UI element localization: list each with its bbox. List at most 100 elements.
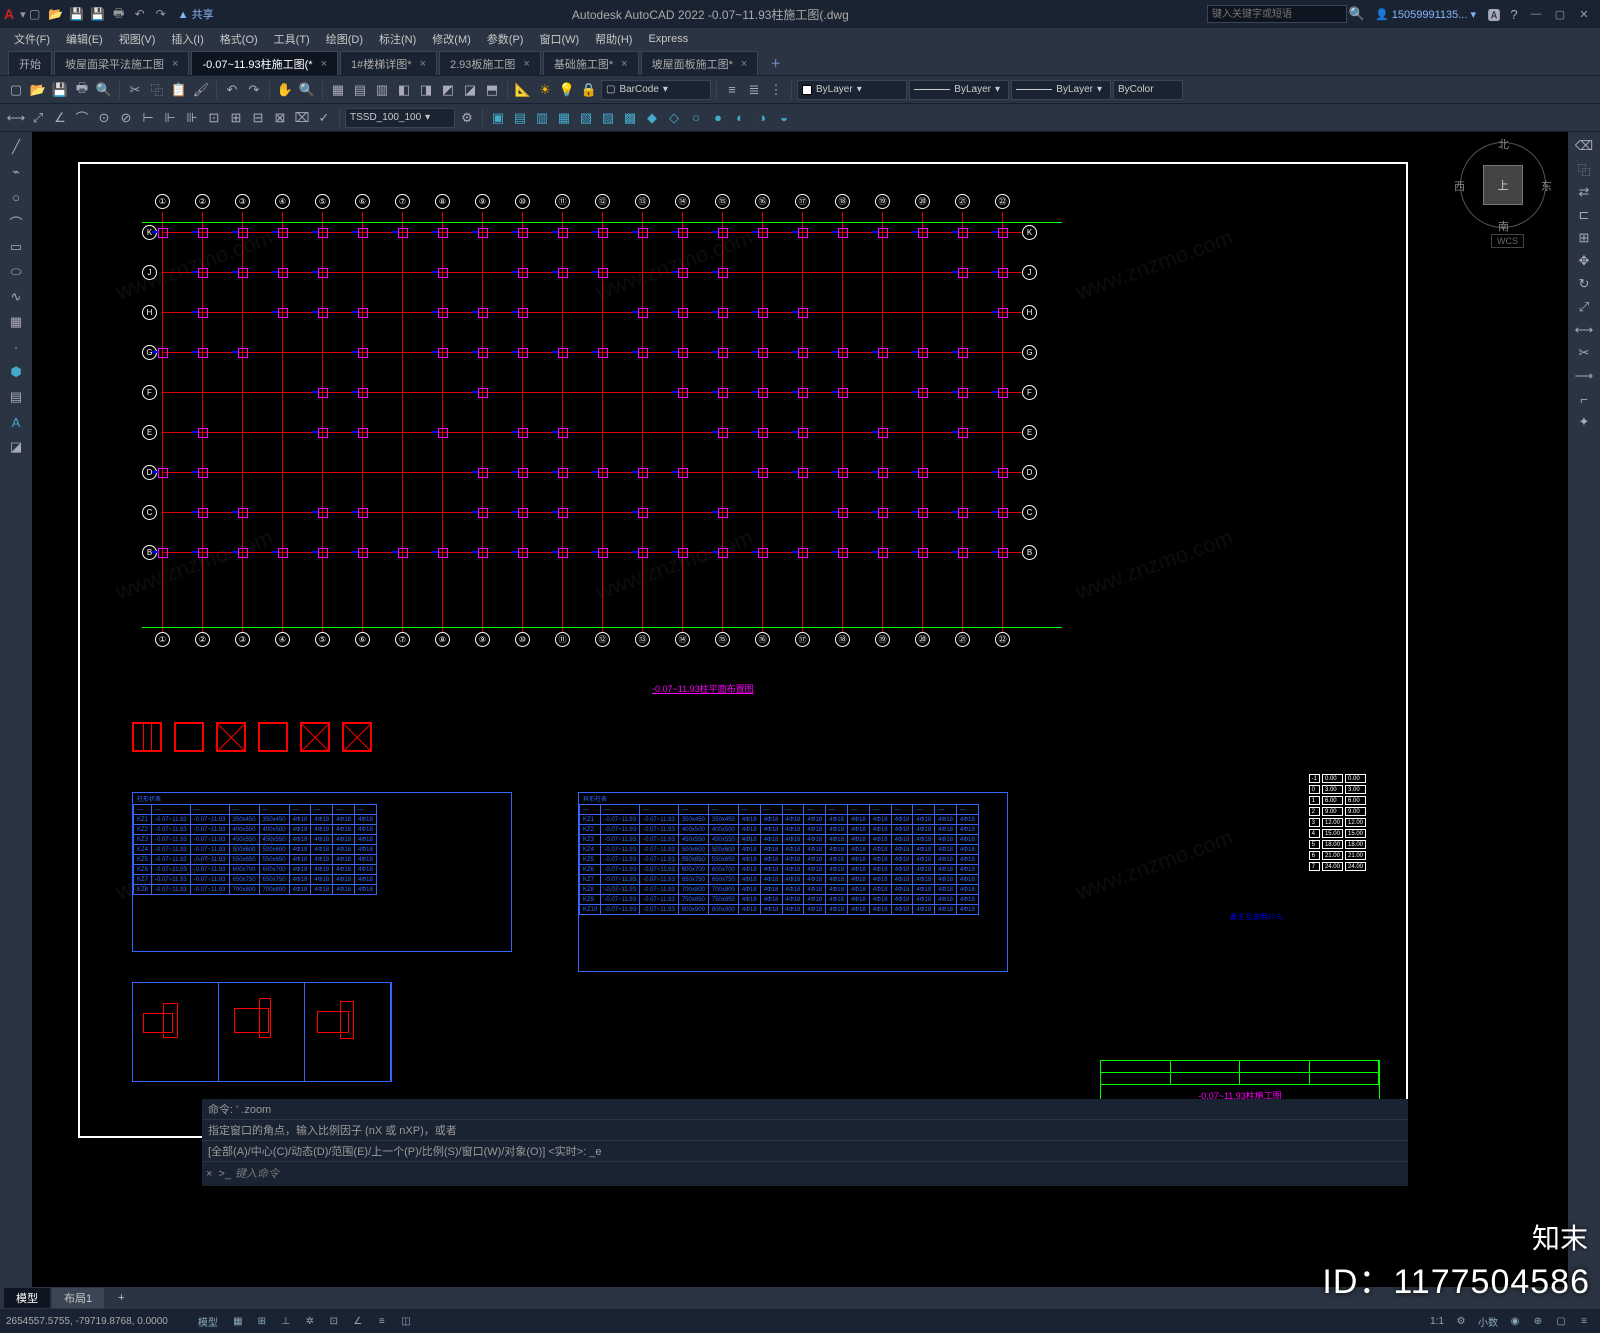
spline-icon[interactable]: ∿ xyxy=(4,286,28,308)
save-icon[interactable]: 💾 xyxy=(50,80,70,100)
units-label[interactable]: 小数 xyxy=(1474,1312,1502,1330)
tool-icon[interactable]: ◧ xyxy=(394,80,414,100)
tool-icon[interactable]: ◆ xyxy=(642,108,662,128)
close-icon[interactable]: × xyxy=(523,58,529,70)
tool-icon[interactable]: ▨ xyxy=(598,108,618,128)
menu-express[interactable]: Express xyxy=(642,31,694,47)
doctab-add[interactable]: ＋ xyxy=(760,51,791,75)
tool-icon[interactable]: ▥ xyxy=(532,108,552,128)
stretch-icon[interactable]: ⟷ xyxy=(1574,320,1594,340)
explode-icon[interactable]: ✦ xyxy=(1574,412,1594,432)
text-icon[interactable]: A xyxy=(4,411,28,433)
help-search-input[interactable] xyxy=(1207,5,1347,23)
doctab-3[interactable]: 1#楼梯详图*× xyxy=(340,51,437,75)
copy-icon[interactable]: ⿻ xyxy=(1574,159,1594,179)
tool-icon[interactable]: ▣ xyxy=(488,108,508,128)
erase-icon[interactable]: ⌫ xyxy=(1574,136,1594,156)
menu-insert[interactable]: 插入(I) xyxy=(165,29,209,49)
offset-icon[interactable]: ⊏ xyxy=(1574,205,1594,225)
doctab-6[interactable]: 坡屋面板施工图*× xyxy=(641,51,759,75)
dim-continue-icon[interactable]: ⊪ xyxy=(182,108,202,128)
match-icon[interactable]: 🖌 xyxy=(191,80,211,100)
view-cube[interactable]: 上 北 南 东 西 xyxy=(1458,140,1548,230)
saveas-icon[interactable]: 💾 xyxy=(89,5,107,23)
save-icon[interactable]: 💾 xyxy=(68,5,86,23)
linetype-dropdown[interactable]: ByLayer ▾ xyxy=(909,80,1009,100)
dim-tool-icon[interactable]: ⊞ xyxy=(226,108,246,128)
annotation-icon[interactable]: ◉ xyxy=(1505,1312,1525,1330)
model-tab[interactable]: 模型 xyxy=(4,1288,50,1308)
customize-icon[interactable]: ≡ xyxy=(1574,1312,1594,1330)
line-icon[interactable]: ╱ xyxy=(4,136,28,158)
mirror-icon[interactable]: ⇄ xyxy=(1574,182,1594,202)
paste-icon[interactable]: 📋 xyxy=(169,80,189,100)
clean-icon[interactable]: ▢ xyxy=(1551,1312,1571,1330)
gear-icon[interactable]: ⚙ xyxy=(1451,1312,1471,1330)
layer-dropdown[interactable]: ByLayer ▾ xyxy=(797,80,907,100)
tool-icon[interactable]: ○ xyxy=(686,108,706,128)
dim-tool-icon[interactable]: ⌧ xyxy=(292,108,312,128)
doctab-2[interactable]: -0.07~11.93柱施工图(*× xyxy=(191,51,338,75)
tool-icon[interactable]: ◩ xyxy=(438,80,458,100)
layout-tab[interactable]: 布局1 xyxy=(52,1288,104,1308)
dim-tool-icon[interactable]: ⊡ xyxy=(204,108,224,128)
close-icon[interactable]: × xyxy=(420,58,426,70)
extend-icon[interactable]: ⟶ xyxy=(1574,366,1594,386)
autodesk-app-icon[interactable]: 🅰 xyxy=(1484,4,1504,24)
copy-icon[interactable]: ⿻ xyxy=(147,80,167,100)
tool-icon[interactable]: ▦ xyxy=(328,80,348,100)
new-icon[interactable]: ▢ xyxy=(6,80,26,100)
scale-icon[interactable]: ⤢ xyxy=(1574,297,1594,317)
cut-icon[interactable]: ✂ xyxy=(125,80,145,100)
dim-arc-icon[interactable]: ⌒ xyxy=(72,108,92,128)
tool-icon[interactable]: ▧ xyxy=(576,108,596,128)
dimstyle-dropdown[interactable]: TSSD_100_100 ▾ xyxy=(345,108,455,128)
tool-icon[interactable]: ◑ xyxy=(752,108,772,128)
doctab-5[interactable]: 基础施工图*× xyxy=(543,51,639,75)
tool-icon[interactable]: ▦ xyxy=(554,108,574,128)
trim-icon[interactable]: ✂ xyxy=(1574,343,1594,363)
move-icon[interactable]: ✥ xyxy=(1574,251,1594,271)
user-account[interactable]: 👤 15059991135... ▾ xyxy=(1375,8,1476,21)
search-icon[interactable]: 🔍 xyxy=(1347,4,1367,24)
open-icon[interactable]: 📂 xyxy=(47,5,65,23)
layer-tool-icon[interactable]: ≡ xyxy=(722,80,742,100)
rotate-icon[interactable]: ↻ xyxy=(1574,274,1594,294)
layer-tool-icon[interactable]: ⋮ xyxy=(766,80,786,100)
redo-icon[interactable]: ↷ xyxy=(152,5,170,23)
snap-icon[interactable]: ⊞ xyxy=(252,1312,272,1330)
tool-icon[interactable]: 📐 xyxy=(513,80,533,100)
share-button[interactable]: ▲ 共享 xyxy=(178,6,214,22)
circle-icon[interactable]: ○ xyxy=(4,186,28,208)
preview-icon[interactable]: 🔍 xyxy=(94,80,114,100)
close-icon[interactable]: × xyxy=(172,58,178,70)
menu-window[interactable]: 窗口(W) xyxy=(533,29,585,49)
arc-icon[interactable]: ⌒ xyxy=(4,211,28,233)
undo-icon[interactable]: ↶ xyxy=(222,80,242,100)
help-icon[interactable]: ? xyxy=(1504,4,1524,24)
otrack-icon[interactable]: ∠ xyxy=(348,1312,368,1330)
doctab-4[interactable]: 2.93板施工图× xyxy=(439,51,541,75)
minimize-button[interactable]: — xyxy=(1524,8,1548,20)
transparency-icon[interactable]: ◫ xyxy=(396,1312,416,1330)
close-icon[interactable]: × xyxy=(621,58,627,70)
undo-icon[interactable]: ↶ xyxy=(131,5,149,23)
dim-radius-icon[interactable]: ⊙ xyxy=(94,108,114,128)
dim-angular-icon[interactable]: ∠ xyxy=(50,108,70,128)
tool-icon[interactable]: ▤ xyxy=(510,108,530,128)
menu-edit[interactable]: 编辑(E) xyxy=(60,29,109,49)
print-icon[interactable]: 🖶 xyxy=(72,80,92,100)
polar-icon[interactable]: ✲ xyxy=(300,1312,320,1330)
point-icon[interactable]: · xyxy=(4,336,28,358)
tool-icon[interactable]: ◪ xyxy=(460,80,480,100)
dim-linear-icon[interactable]: ⟷ xyxy=(6,108,26,128)
menu-param[interactable]: 参数(P) xyxy=(481,29,530,49)
lock-icon[interactable]: 🔒 xyxy=(579,80,599,100)
workspace-icon[interactable]: ⊕ xyxy=(1528,1312,1548,1330)
model-button[interactable]: 模型 xyxy=(192,1312,224,1330)
close-icon[interactable]: × xyxy=(206,1168,212,1180)
rectangle-icon[interactable]: ▭ xyxy=(4,236,28,258)
new-icon[interactable]: ▢ xyxy=(26,5,44,23)
plot-icon[interactable]: 🖶 xyxy=(110,5,128,23)
tool-icon[interactable]: ▤ xyxy=(350,80,370,100)
